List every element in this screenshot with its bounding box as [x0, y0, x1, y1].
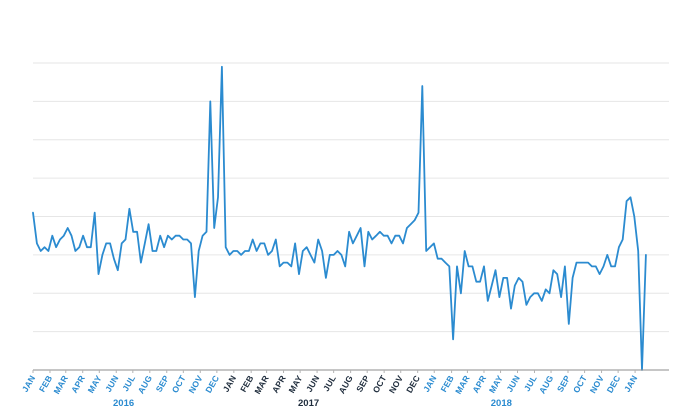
- x-tick-label: MAR: [51, 374, 70, 396]
- x-tick-label: APR: [470, 374, 488, 395]
- x-tick-label: APR: [270, 374, 288, 395]
- series-layer: [32, 65, 647, 371]
- x-tick-label: MAY: [86, 373, 104, 394]
- x-tick-label: SEP: [354, 373, 372, 393]
- x-tick-label: JUL: [120, 374, 137, 393]
- x-tick-label: JAN: [622, 374, 639, 394]
- x-tick-label: JAN: [20, 374, 37, 394]
- x-tick-label: MAY: [286, 373, 304, 394]
- x-tick-label: JAN: [421, 374, 438, 394]
- x-tick-label: OCT: [571, 373, 589, 395]
- series-line: [32, 65, 647, 371]
- x-tick-label: DEC: [404, 374, 422, 395]
- x-tick-label: JUL: [321, 374, 338, 393]
- x-tick-label: JUN: [504, 374, 521, 394]
- x-tick-label: DEC: [203, 374, 221, 395]
- x-tick-label: AUG: [337, 373, 355, 395]
- x-tick-label: AUG: [136, 373, 154, 395]
- x-tick-label: OCT: [371, 373, 389, 395]
- x-tick-label: NOV: [387, 373, 405, 395]
- x-tick-label: JAN: [221, 374, 238, 394]
- year-label: 2017: [298, 398, 319, 409]
- x-tick-label: NOV: [588, 373, 606, 395]
- x-tick-label: OCT: [170, 373, 188, 395]
- x-tick-label: AUG: [537, 373, 555, 395]
- x-tick-label: JUN: [304, 374, 321, 394]
- x-tick-label: MAY: [487, 373, 505, 394]
- x-tick-label: JUN: [103, 374, 120, 394]
- x-tick-label: NOV: [186, 373, 204, 395]
- x-tick-label: DEC: [605, 374, 623, 395]
- gridlines: [33, 62, 669, 333]
- x-tick-label: MAR: [252, 374, 271, 396]
- year-label: 2018: [491, 398, 512, 409]
- x-tick-label: MAR: [453, 374, 472, 396]
- x-tick-label: APR: [69, 374, 87, 395]
- year-label: 2016: [113, 398, 134, 409]
- x-tick-label: SEP: [555, 373, 573, 393]
- x-tick-label: SEP: [154, 373, 172, 393]
